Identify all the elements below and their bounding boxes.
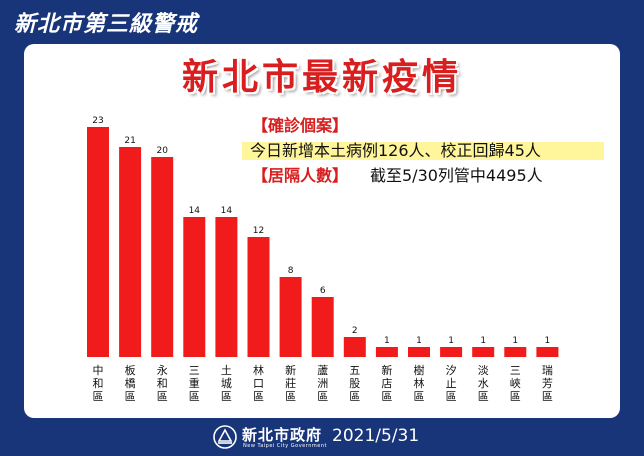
bar-value-label-0: 23	[92, 116, 103, 126]
quarantine-text: 截至5/30列管中4495人	[370, 166, 543, 185]
category-label-7: 蘆洲區	[317, 363, 328, 403]
bar-value-label-5: 12	[253, 226, 264, 236]
bar-13	[504, 347, 527, 357]
confirmed-label: 【確診個案】	[252, 116, 349, 135]
bar-value-label-11: 1	[448, 336, 454, 346]
bar-7	[311, 297, 334, 357]
category-label-5: 林口區	[253, 363, 264, 403]
category-label-10: 樹林區	[414, 364, 425, 403]
bar-14	[536, 347, 559, 357]
category-label-1: 板橋區	[125, 363, 136, 403]
alert-level-title: 新北市第三級警戒	[14, 12, 199, 37]
bar-value-label-12: 1	[480, 336, 486, 346]
category-label-0: 中和區	[93, 364, 104, 403]
category-label-8: 五股區	[349, 364, 360, 403]
top-banner: 新北市第三級警戒	[0, 0, 644, 44]
page-title: 新北市最新疫情	[181, 57, 462, 98]
bar-12	[472, 347, 495, 357]
logo-name: 新北市政府	[242, 426, 323, 444]
category-label-11: 汐止區	[446, 363, 457, 403]
category-label-14: 瑞芳區	[542, 363, 553, 403]
category-label-6: 新莊區	[285, 363, 296, 403]
bar-1	[119, 147, 142, 357]
bar-11	[440, 347, 463, 357]
text-highlight	[242, 142, 604, 160]
bar-value-label-9: 1	[384, 336, 390, 346]
bar-value-label-6: 8	[288, 266, 294, 276]
bar-8	[343, 337, 366, 357]
report-date: 2021/5/31	[332, 426, 420, 446]
bar-value-label-2: 20	[156, 146, 168, 156]
bar-5	[247, 237, 270, 357]
bar-value-label-13: 1	[512, 336, 518, 346]
bar-9	[375, 347, 398, 357]
bar-value-label-3: 14	[189, 206, 201, 216]
bar-10	[408, 347, 430, 357]
bar-2	[151, 157, 174, 357]
confirmed-text: 今日新增本土病例126人、校正回歸45人	[250, 141, 541, 160]
bar-3	[183, 217, 206, 357]
category-label-2: 永和區	[157, 363, 168, 403]
logo-subtitle: New Taipei City Government	[243, 443, 327, 449]
bar-6	[279, 277, 302, 357]
bar-value-label-4: 14	[221, 206, 233, 216]
bar-value-label-1: 21	[124, 136, 135, 146]
bar-0	[87, 127, 109, 357]
district-bar-chart: 23 中和區 21 板橋區 20 永和區 14 三重區 14 土城區 12 林口區 8 新莊區 6 蘆洲區 2 五…	[87, 116, 559, 403]
quarantine-label: 【居隔人數】	[252, 166, 349, 185]
category-label-9: 新店區	[381, 363, 392, 403]
category-label-4: 土城區	[221, 364, 232, 403]
new-taipei-logo-icon	[213, 425, 237, 449]
bar-value-label-8: 2	[352, 326, 358, 336]
bar-4	[215, 217, 238, 357]
category-label-13: 三峽區	[510, 364, 521, 403]
bar-value-label-14: 1	[545, 336, 551, 346]
bar-value-label-7: 6	[320, 286, 326, 296]
category-label-12: 淡水區	[478, 364, 489, 403]
category-label-3: 三重區	[189, 364, 200, 403]
bar-value-label-10: 1	[416, 336, 422, 346]
